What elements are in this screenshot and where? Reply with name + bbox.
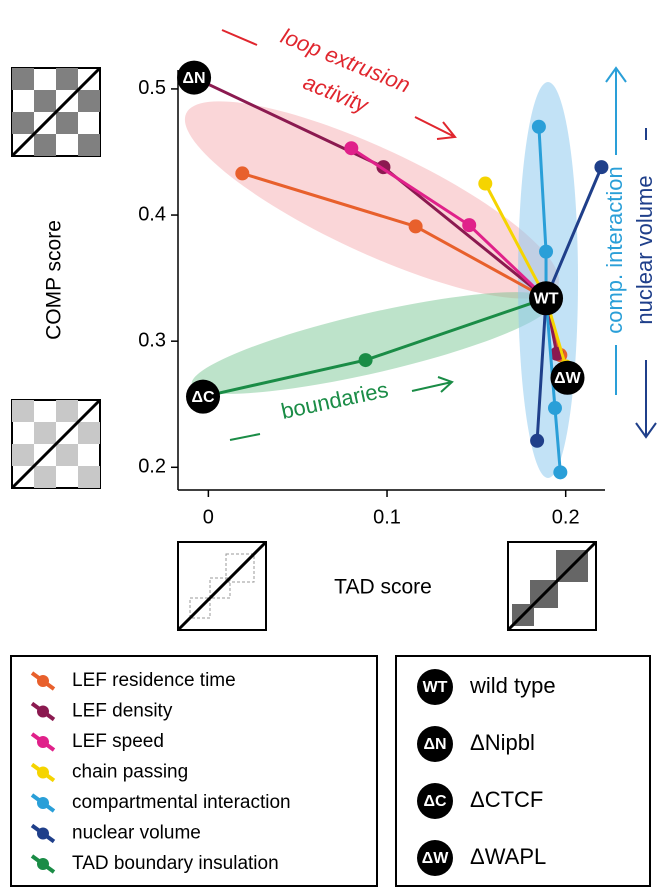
legend-marker-label: WT [423, 679, 448, 696]
data-point [344, 141, 358, 155]
legend-label: ΔNipbl [470, 730, 535, 755]
annotation-arrow [412, 377, 452, 392]
data-point [594, 160, 608, 174]
icon-checker-dark [12, 68, 100, 156]
legend-swatch [37, 828, 49, 840]
legend-marker-label: ΔN [423, 736, 446, 753]
y-tick-label: 0.4 [138, 203, 166, 225]
data-point [539, 245, 553, 259]
data-point [530, 434, 544, 448]
legend-label: LEF density [72, 701, 173, 722]
legend-label: ΔWAPL [470, 844, 546, 869]
condition-marker-label: ΔC [191, 389, 215, 406]
icon-checker-light [12, 400, 100, 488]
legend-label: nuclear volume [72, 823, 201, 844]
x-tick-label: 0.2 [552, 506, 580, 528]
legend-label: chain passing [72, 762, 188, 783]
data-point [409, 219, 423, 233]
legend-label: LEF speed [72, 731, 164, 752]
legend-label: compartmental interaction [72, 792, 291, 813]
legend-swatch [37, 797, 49, 809]
legend-label: LEF residence time [72, 670, 236, 691]
annotation-dash [230, 434, 260, 440]
annotation-arrow [415, 117, 455, 139]
x-tick-label: 0 [203, 506, 214, 528]
legend-marker-label: ΔW [422, 850, 450, 867]
y-tick-label: 0.2 [138, 456, 166, 478]
legend-label: TAD boundary insulation [72, 853, 279, 874]
page: {"chart_data": {"type": "line", "xlabel"… [0, 0, 658, 895]
icon-tad-weak [178, 542, 266, 630]
data-point [462, 218, 476, 232]
icon-tad-strong [508, 542, 596, 630]
data-point [553, 465, 567, 479]
condition-marker-label: ΔW [554, 370, 582, 387]
y-axis-label: COMP score [43, 220, 66, 340]
x-axis-label: TAD score [334, 576, 432, 599]
condition-marker-label: ΔN [183, 70, 206, 87]
chart: COMP score TAD score loop extrusion acti… [0, 0, 658, 895]
legend-label: wild type [469, 673, 556, 698]
data-point [548, 401, 562, 415]
legend-marker-label: ΔC [423, 793, 447, 810]
data-point [359, 353, 373, 367]
data-point [235, 166, 249, 180]
annotation-dash [222, 30, 257, 45]
legend-swatch [37, 767, 49, 779]
data-point [532, 120, 546, 134]
legend-swatch [37, 736, 49, 748]
condition-marker-label: WT [534, 291, 559, 308]
legend-label: ΔCTCF [470, 787, 543, 812]
y-tick-label: 0.3 [138, 329, 166, 351]
data-point [478, 177, 492, 191]
annotation: nuclear volume [632, 175, 657, 324]
y-tick-label: 0.5 [138, 77, 166, 99]
annotation: comp. interaction [602, 166, 627, 334]
legend-swatch [37, 858, 49, 870]
x-tick-label: 0.1 [373, 506, 401, 528]
legend-swatch [37, 675, 49, 687]
legend-swatch [37, 706, 49, 718]
